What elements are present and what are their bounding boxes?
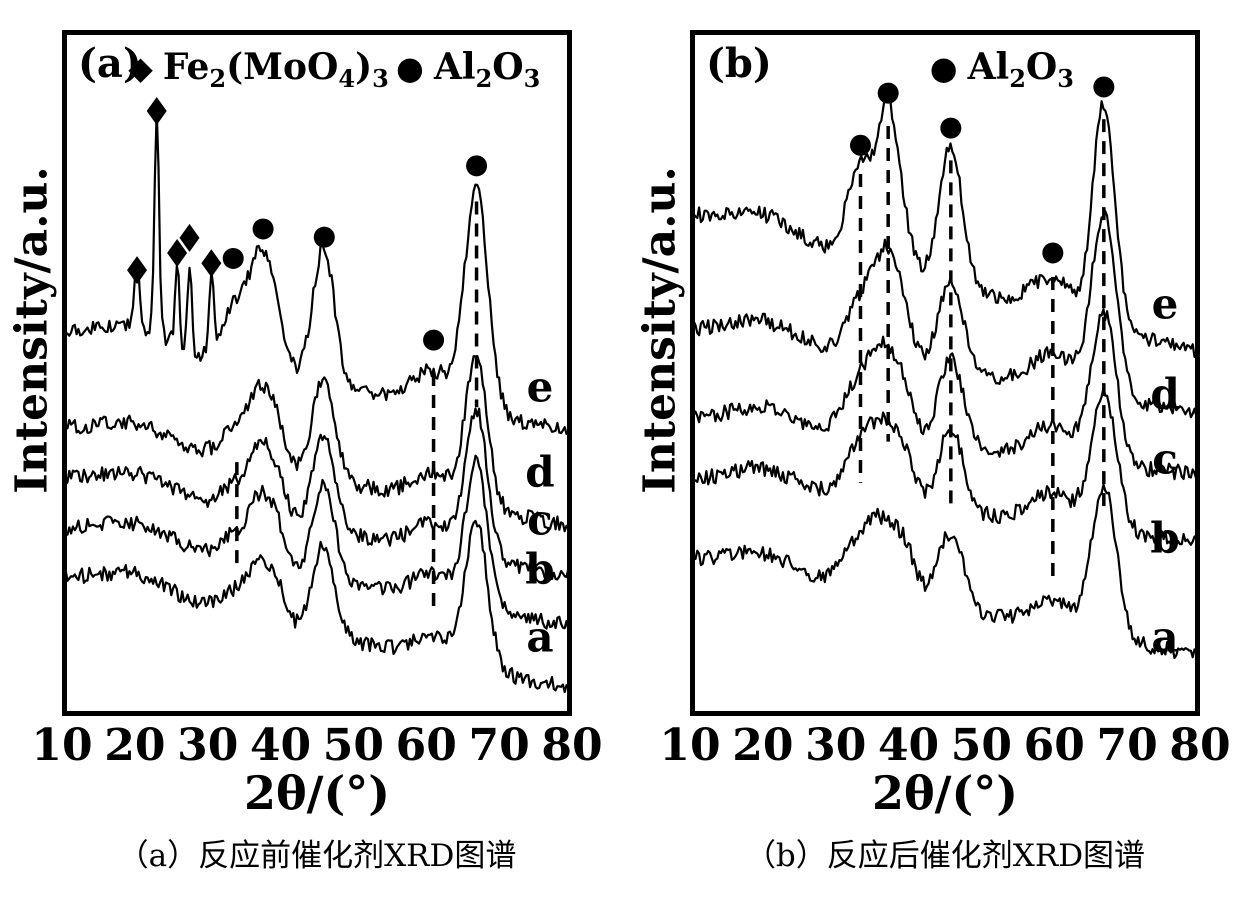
plot-frame [62, 30, 572, 716]
xrd-trace-a [65, 519, 569, 694]
legend-label: Fe2(MoO4)3 [162, 46, 389, 94]
panel-b: Intensity/a.u. (b) ● Al2O3 10 20 30 40 50 60 70… [635, 30, 1231, 874]
x-tick-label: 40 [877, 720, 940, 771]
x-tick-label: 20 [104, 720, 166, 771]
x-tick-label: 80 [541, 720, 603, 771]
legend-item: ● Al2O3 [930, 46, 1074, 93]
series-label-c: c [1152, 434, 1178, 484]
series-label-d: d [1150, 369, 1180, 419]
legend-label: Al2O3 [433, 46, 541, 94]
y-axis-label: Intensity/a.u. [6, 166, 58, 494]
x-tick-label: 50 [950, 720, 1013, 771]
x-tick-label: 70 [468, 720, 530, 771]
peak-marker-circle [222, 247, 244, 269]
circle-icon: ● [396, 49, 424, 87]
xrd-trace-e [693, 94, 1197, 358]
legend-a: ◆ Fe2(MoO4)3 ● Al2O3 [62, 30, 572, 100]
series-label-b: b [1150, 513, 1180, 563]
plot-area [65, 109, 569, 694]
x-tick-label: 70 [1096, 720, 1158, 771]
legend-item: ◆ Fe2(MoO4)3 [128, 46, 389, 93]
caption-b: （b）反应后催化剂XRD图谱 [744, 838, 1146, 874]
series-label-a: a [526, 612, 554, 662]
xrd-trace-d [65, 355, 569, 533]
legend-label: Al2O3 [967, 46, 1074, 94]
xrd-trace-c [693, 308, 1197, 482]
x-tick-label: 80 [1169, 720, 1231, 771]
xrd-trace-e [65, 109, 569, 436]
series-label-b: b [525, 544, 555, 593]
peak-marker-circle [1042, 242, 1064, 264]
x-tick-label: 60 [1023, 720, 1085, 771]
circle-icon: ● [929, 49, 958, 87]
x-tick-label: 60 [395, 720, 457, 771]
peak-marker-circle [423, 329, 445, 351]
peak-marker-diamond [201, 249, 222, 278]
peak-marker-circle [877, 82, 899, 104]
plot-area [693, 94, 1197, 660]
x-tick-label: 40 [249, 720, 312, 771]
x-tick-label: 30 [177, 720, 239, 771]
peak-marker-diamond [179, 223, 200, 252]
diamond-icon: ◆ [128, 49, 153, 87]
peak-marker-circle [849, 134, 871, 156]
peak-marker-diamond [127, 256, 148, 285]
peak-marker-diamond [146, 96, 167, 125]
peak-marker-circle [1093, 76, 1115, 98]
x-axis-label-b: 2θ/(°) [871, 766, 1019, 820]
x-tick-label: 20 [732, 720, 794, 771]
peak-marker-diamond [167, 238, 188, 267]
x-axis-ticks-b: 10 20 30 40 50 60 70 80 [659, 720, 1230, 772]
x-tick-label: 10 [31, 720, 93, 771]
panel-label-a: (a) [78, 40, 142, 87]
peak-marker-circle [313, 226, 335, 248]
x-axis-ticks-a: 10 20 30 40 50 60 70 80 [31, 720, 602, 772]
series-label-d: d [525, 447, 555, 497]
legend-b: ● Al2O3 [690, 30, 1200, 100]
panel-a: Intensity/a.u. (a) ◆ Fe2(MoO4)3 ● Al2O3 10 2… [7, 30, 603, 874]
xrd-trace-a [693, 483, 1197, 660]
plot-frame [690, 30, 1200, 716]
series-label-a: a [1151, 612, 1179, 662]
panel-label-b: (b) [706, 40, 772, 87]
xrd-plot-a [62, 30, 572, 716]
xrd-trace-c [65, 407, 569, 581]
x-axis-label-a: 2θ/(°) [243, 766, 391, 820]
x-tick-label: 10 [659, 720, 721, 771]
peak-marker-circle [940, 117, 962, 139]
caption-a: （a）反应前催化剂XRD图谱 [117, 838, 517, 874]
peak-marker-circle [252, 218, 274, 240]
legend-item: ● Al2O3 [396, 46, 540, 93]
peak-marker-circle [466, 155, 488, 177]
x-tick-label: 30 [805, 720, 867, 771]
y-axis-label: Intensity/a.u. [634, 166, 686, 494]
series-label-e: e [526, 362, 554, 412]
series-label-e: e [1151, 279, 1179, 329]
xrd-plot-b [690, 30, 1200, 716]
xrd-trace-b [693, 387, 1197, 547]
series-label-c: c [527, 495, 553, 545]
xrd-trace-d [693, 210, 1197, 419]
x-tick-label: 50 [322, 720, 385, 771]
xrd-trace-b [65, 454, 569, 631]
